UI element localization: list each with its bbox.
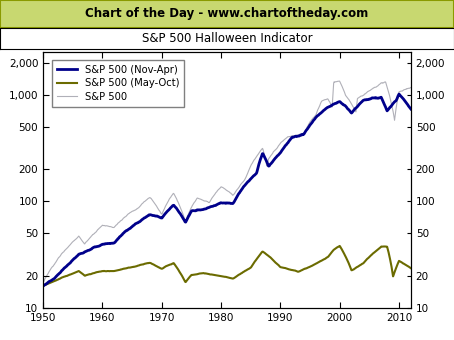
- Legend: S&P 500 (Nov-Apr), S&P 500 (May-Oct), S&P 500: S&P 500 (Nov-Apr), S&P 500 (May-Oct), S&…: [52, 60, 184, 107]
- Text: S&P 500 Halloween Indicator: S&P 500 Halloween Indicator: [142, 32, 312, 45]
- Text: Chart of the Day - www.chartoftheday.com: Chart of the Day - www.chartoftheday.com: [85, 7, 369, 20]
